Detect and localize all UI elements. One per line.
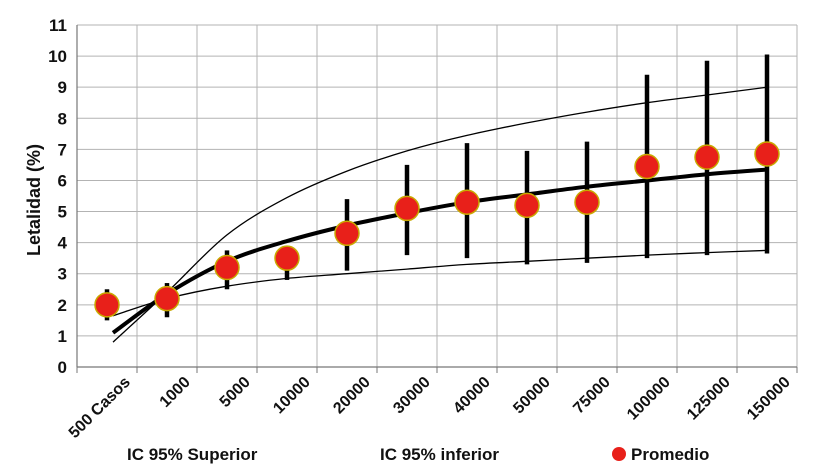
x-tick-label: 50000 — [510, 374, 554, 418]
x-tick-label: 500 Casos — [66, 374, 134, 442]
gridlines — [77, 24, 798, 367]
promedio-point — [514, 192, 540, 219]
y-tick-label: 1 — [58, 327, 67, 346]
points — [94, 141, 780, 318]
ic-superior-line — [112, 86, 768, 343]
y-axis-label: Letalidad (%) — [24, 144, 44, 256]
y-tick-label: 8 — [58, 109, 67, 128]
x-tick-label: 30000 — [390, 374, 434, 418]
x-tick-label: 75000 — [570, 374, 614, 418]
x-tick-label: 1000 — [157, 374, 194, 411]
promedio-point — [634, 153, 660, 180]
legend-label-promedio: Promedio — [631, 445, 709, 464]
x-tick-label: 5000 — [217, 374, 254, 411]
trend-line — [111, 167, 768, 335]
y-tick-label: 4 — [58, 234, 68, 253]
legend-marker-promedio — [612, 447, 626, 461]
lines — [111, 86, 768, 343]
y-tick-label: 7 — [58, 140, 67, 159]
promedio-point — [214, 254, 240, 281]
promedio-point — [334, 220, 360, 247]
promedio-point — [394, 195, 420, 222]
ic-inferior-line — [112, 249, 768, 317]
y-tick-labels: 0 1 2 3 4 5 6 7 8 9 10 11 — [48, 16, 67, 377]
x-tick-labels: 500 Casos 1000 5000 10000 20000 30000 40000 500… — [66, 374, 794, 442]
promedio-point — [454, 189, 480, 215]
y-tick-label: 3 — [58, 265, 67, 284]
legend-label-ic-superior: IC 95% Superior — [127, 445, 258, 464]
axes — [76, 25, 798, 373]
x-tick-label: 125000 — [684, 374, 734, 424]
y-tick-label: 6 — [58, 171, 67, 190]
promedio-point — [694, 144, 720, 170]
y-tick-label: 9 — [58, 78, 67, 97]
x-tick-label: 40000 — [450, 374, 494, 418]
legend: IC 95% Superior IC 95% inferior Promedio — [127, 445, 709, 464]
promedio-point — [154, 285, 180, 312]
y-tick-label: 2 — [58, 296, 67, 315]
promedio-point — [754, 141, 780, 167]
x-tick-label: 100000 — [624, 374, 674, 424]
legend-label-ic-inferior: IC 95% inferior — [380, 445, 499, 464]
promedio-point — [94, 292, 120, 318]
y-tick-label: 10 — [48, 47, 67, 66]
x-tick-label: 150000 — [744, 374, 794, 424]
promedio-point — [274, 245, 300, 271]
y-tick-label: 0 — [58, 358, 67, 377]
x-tick-label: 10000 — [270, 374, 314, 418]
y-tick-label: 5 — [58, 203, 67, 222]
x-tick-label: 20000 — [330, 374, 374, 418]
y-tick-label: 11 — [49, 16, 67, 35]
promedio-point — [574, 189, 600, 215]
